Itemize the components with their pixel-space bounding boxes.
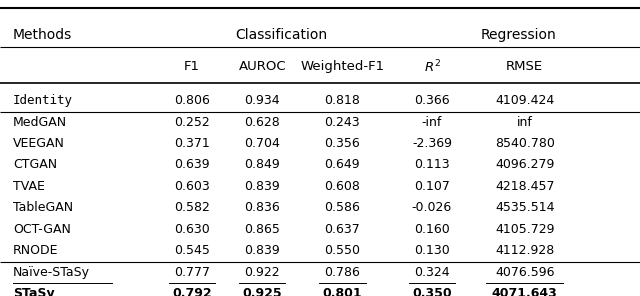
Text: 4112.928: 4112.928 (495, 244, 554, 257)
Text: 0.839: 0.839 (244, 244, 280, 257)
Text: 0.107: 0.107 (414, 180, 450, 193)
Text: 0.586: 0.586 (324, 201, 360, 214)
Text: F1: F1 (184, 60, 200, 73)
Text: 0.639: 0.639 (174, 158, 210, 171)
Text: RNODE: RNODE (13, 244, 58, 257)
Text: 0.350: 0.350 (412, 287, 452, 296)
Text: Classification: Classification (236, 28, 328, 42)
Text: 0.792: 0.792 (172, 287, 212, 296)
Text: Regression: Regression (481, 28, 556, 42)
Text: 0.865: 0.865 (244, 223, 280, 236)
Text: $R^2$: $R^2$ (424, 58, 440, 75)
Text: 0.839: 0.839 (244, 180, 280, 193)
Text: 4071.643: 4071.643 (492, 287, 557, 296)
Text: inf: inf (517, 116, 532, 128)
Text: 0.777: 0.777 (174, 266, 210, 279)
Text: 0.649: 0.649 (324, 158, 360, 171)
Text: 0.113: 0.113 (414, 158, 450, 171)
Text: 0.628: 0.628 (244, 116, 280, 128)
Text: MedGAN: MedGAN (13, 116, 67, 128)
Text: 0.252: 0.252 (174, 116, 210, 128)
Text: 0.704: 0.704 (244, 137, 280, 150)
Text: TableGAN: TableGAN (13, 201, 73, 214)
Text: Weighted-F1: Weighted-F1 (300, 60, 385, 73)
Text: 0.630: 0.630 (174, 223, 210, 236)
Text: 0.243: 0.243 (324, 116, 360, 128)
Text: 0.324: 0.324 (414, 266, 450, 279)
Text: 4096.279: 4096.279 (495, 158, 554, 171)
Text: 0.582: 0.582 (174, 201, 210, 214)
Text: 4218.457: 4218.457 (495, 180, 554, 193)
Text: RMSE: RMSE (506, 60, 543, 73)
Text: 0.922: 0.922 (244, 266, 280, 279)
Text: 4076.596: 4076.596 (495, 266, 554, 279)
Text: -inf: -inf (422, 116, 442, 128)
Text: 0.786: 0.786 (324, 266, 360, 279)
Text: 4109.424: 4109.424 (495, 94, 554, 107)
Text: 0.550: 0.550 (324, 244, 360, 257)
Text: OCT-GAN: OCT-GAN (13, 223, 70, 236)
Text: 0.545: 0.545 (174, 244, 210, 257)
Text: 0.160: 0.160 (414, 223, 450, 236)
Text: 0.356: 0.356 (324, 137, 360, 150)
Text: TVAE: TVAE (13, 180, 45, 193)
Text: 0.801: 0.801 (323, 287, 362, 296)
Text: 0.934: 0.934 (244, 94, 280, 107)
Text: 0.637: 0.637 (324, 223, 360, 236)
Text: Methods: Methods (13, 28, 72, 42)
Text: 0.366: 0.366 (414, 94, 450, 107)
Text: 4105.729: 4105.729 (495, 223, 554, 236)
Text: 4535.514: 4535.514 (495, 201, 554, 214)
Text: -0.026: -0.026 (412, 201, 452, 214)
Text: CTGAN: CTGAN (13, 158, 57, 171)
Text: 0.806: 0.806 (174, 94, 210, 107)
Text: STaSy: STaSy (13, 287, 54, 296)
Text: 0.371: 0.371 (174, 137, 210, 150)
Text: 0.608: 0.608 (324, 180, 360, 193)
Text: 0.849: 0.849 (244, 158, 280, 171)
Text: 0.603: 0.603 (174, 180, 210, 193)
Text: AUROC: AUROC (239, 60, 286, 73)
Text: 0.130: 0.130 (414, 244, 450, 257)
Text: -2.369: -2.369 (412, 137, 452, 150)
Text: VEEGAN: VEEGAN (13, 137, 65, 150)
Text: Naïve-STaSy: Naïve-STaSy (13, 266, 90, 279)
Text: Identity: Identity (13, 94, 73, 107)
Text: 8540.780: 8540.780 (495, 137, 555, 150)
Text: 0.818: 0.818 (324, 94, 360, 107)
Text: 0.836: 0.836 (244, 201, 280, 214)
Text: 0.925: 0.925 (243, 287, 282, 296)
